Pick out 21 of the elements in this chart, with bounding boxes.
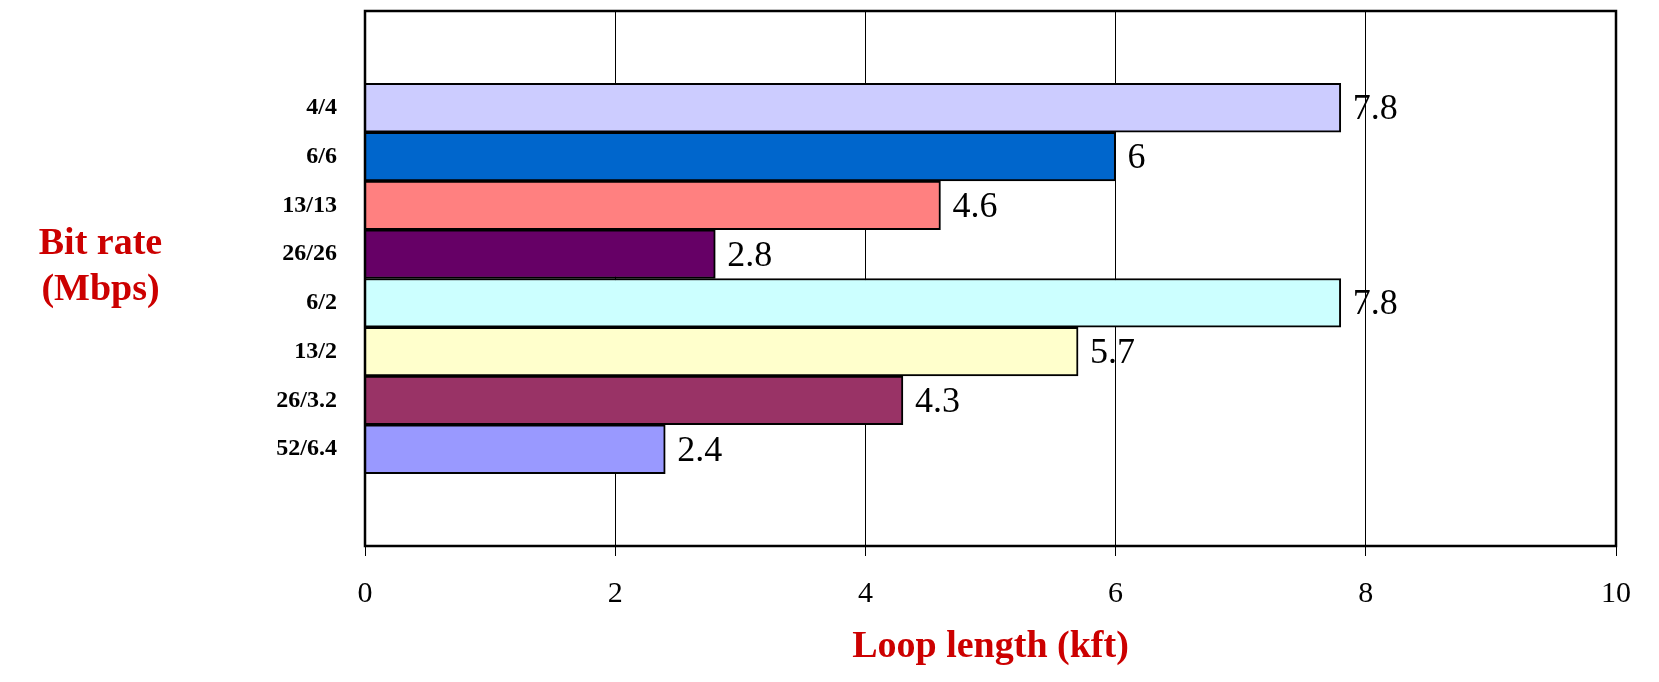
data-label: 2.8 — [727, 233, 773, 274]
y-tick-label: 52/6.4 — [276, 434, 337, 461]
y-tick-label: 13/13 — [282, 190, 337, 217]
x-tick-label: 6 — [1108, 574, 1124, 608]
y-tick-label: 6/2 — [306, 288, 337, 315]
x-axis-title: Loop length (kft) — [852, 623, 1129, 667]
x-tick-label: 0 — [357, 574, 373, 608]
data-label: 6 — [1127, 136, 1146, 177]
data-label: 4.3 — [914, 379, 960, 420]
x-tick-label: 2 — [607, 574, 623, 608]
x-tick-label: 4 — [857, 574, 873, 608]
data-label: 4.6 — [952, 184, 998, 225]
y-tick-label: 6/6 — [306, 141, 337, 168]
x-tick-label: 8 — [1358, 574, 1374, 608]
y-tick-label: 4/4 — [306, 93, 337, 120]
x-tick-label: 10 — [1601, 574, 1631, 608]
data-label: 2.4 — [677, 428, 723, 469]
y-tick-label: 13/2 — [294, 336, 337, 363]
y-axis-title: Bit rate (Mbps) — [37, 219, 164, 310]
y-tick-label: 26/3.2 — [276, 385, 337, 412]
y-tick-label: 26/26 — [282, 239, 337, 266]
